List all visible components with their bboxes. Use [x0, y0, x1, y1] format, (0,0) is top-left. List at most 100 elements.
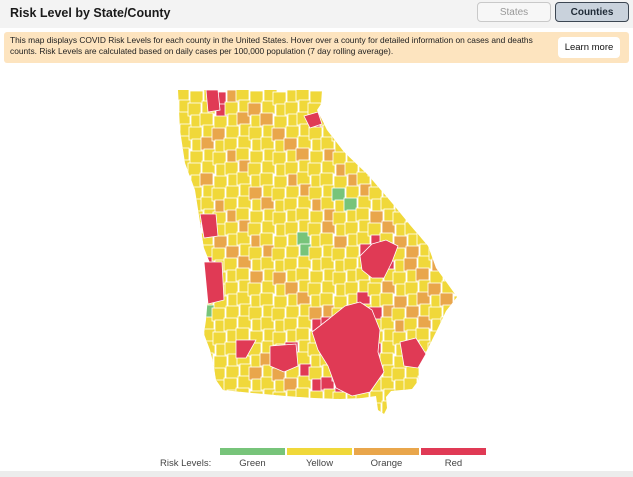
county-region[interactable]	[443, 268, 457, 283]
county-region[interactable]	[429, 270, 444, 285]
county-region[interactable]	[428, 246, 443, 261]
county-region[interactable]	[443, 148, 457, 163]
county-region[interactable]	[235, 267, 250, 282]
county-region[interactable]	[331, 187, 346, 202]
county-region[interactable]	[200, 376, 215, 391]
county-region[interactable]	[272, 151, 287, 166]
county-region[interactable]	[225, 245, 240, 260]
county-region[interactable]	[381, 100, 396, 115]
county-region[interactable]	[188, 126, 203, 141]
county-region[interactable]	[285, 185, 300, 200]
county-region[interactable]	[189, 270, 204, 285]
county-region[interactable]	[295, 267, 310, 282]
county-region[interactable]	[392, 391, 407, 406]
county-region[interactable]	[455, 223, 469, 238]
county-region[interactable]	[224, 281, 239, 296]
county-region[interactable]	[381, 160, 396, 175]
county-region[interactable]	[439, 172, 454, 187]
county-region[interactable]	[319, 232, 334, 247]
county-region[interactable]	[419, 123, 434, 138]
county-region[interactable]	[249, 390, 264, 405]
county-region[interactable]	[346, 149, 361, 164]
county-region[interactable]	[406, 209, 421, 224]
county-region[interactable]	[343, 137, 358, 152]
county-region[interactable]	[403, 317, 418, 332]
county-region[interactable]	[335, 403, 350, 417]
county-region[interactable]	[249, 150, 264, 165]
county-region[interactable]	[440, 196, 455, 211]
county-region[interactable]	[319, 292, 334, 307]
county-region[interactable]	[247, 102, 262, 117]
county-region[interactable]	[191, 378, 206, 393]
county-region[interactable]	[367, 282, 382, 297]
county-region[interactable]	[343, 197, 358, 212]
county-region[interactable]	[283, 197, 298, 212]
county-region[interactable]	[273, 235, 288, 250]
county-region[interactable]	[369, 210, 384, 225]
county-region[interactable]	[441, 340, 456, 355]
county-region[interactable]	[430, 234, 445, 249]
county-region[interactable]	[358, 399, 373, 414]
county-region[interactable]	[309, 270, 324, 285]
county-region[interactable]	[358, 99, 373, 114]
county-region[interactable]	[429, 390, 444, 405]
county-region[interactable]	[178, 375, 192, 390]
county-region[interactable]	[454, 199, 468, 214]
county-region[interactable]	[443, 328, 457, 343]
county-region[interactable]	[344, 281, 359, 296]
county-region[interactable]	[308, 306, 323, 321]
county-region[interactable]	[191, 318, 206, 333]
county-region[interactable]	[345, 245, 360, 260]
county-region[interactable]	[309, 150, 324, 165]
county-region[interactable]	[212, 391, 227, 406]
county-region[interactable]	[368, 186, 383, 201]
county-region[interactable]	[226, 389, 241, 404]
county-region[interactable]	[453, 115, 467, 130]
county-region[interactable]	[203, 388, 218, 403]
county-region[interactable]	[271, 307, 286, 322]
county-region[interactable]	[235, 339, 257, 359]
county-region[interactable]	[452, 151, 466, 166]
county-region[interactable]	[273, 115, 288, 130]
county-region[interactable]	[295, 387, 310, 402]
county-region[interactable]	[441, 160, 456, 175]
county-region[interactable]	[295, 207, 310, 222]
county-region[interactable]	[429, 330, 444, 345]
county-region[interactable]	[404, 281, 419, 296]
county-region[interactable]	[285, 125, 300, 140]
county-region[interactable]	[417, 375, 432, 390]
county-region[interactable]	[453, 235, 467, 250]
county-region[interactable]	[404, 161, 419, 176]
county-region[interactable]	[417, 135, 432, 150]
county-region[interactable]	[406, 90, 421, 104]
county-region[interactable]	[407, 113, 422, 128]
county-region[interactable]	[283, 377, 298, 392]
county-region[interactable]	[428, 306, 443, 321]
county-region[interactable]	[189, 90, 204, 105]
county-region[interactable]	[404, 221, 419, 236]
county-region[interactable]	[455, 103, 469, 118]
county-region[interactable]	[455, 403, 469, 417]
county-region[interactable]	[307, 222, 322, 237]
county-region[interactable]	[429, 210, 444, 225]
county-region[interactable]	[452, 391, 466, 406]
county-region[interactable]	[440, 316, 455, 331]
county-region[interactable]	[455, 343, 469, 358]
county-region[interactable]	[344, 401, 359, 415]
county-region[interactable]	[443, 208, 457, 223]
county-region[interactable]	[427, 162, 442, 177]
county-region[interactable]	[440, 256, 455, 271]
county-region[interactable]	[404, 101, 419, 116]
county-region[interactable]	[442, 184, 457, 199]
county-region[interactable]	[359, 239, 399, 279]
county-region[interactable]	[259, 172, 274, 187]
county-region[interactable]	[187, 162, 202, 177]
county-region[interactable]	[405, 185, 420, 200]
county-region[interactable]	[187, 342, 202, 357]
county-region[interactable]	[403, 137, 418, 152]
county-region[interactable]	[394, 199, 409, 214]
county-region[interactable]	[439, 232, 454, 247]
county-region[interactable]	[283, 257, 298, 272]
county-region[interactable]	[439, 112, 454, 127]
county-region[interactable]	[395, 103, 410, 118]
